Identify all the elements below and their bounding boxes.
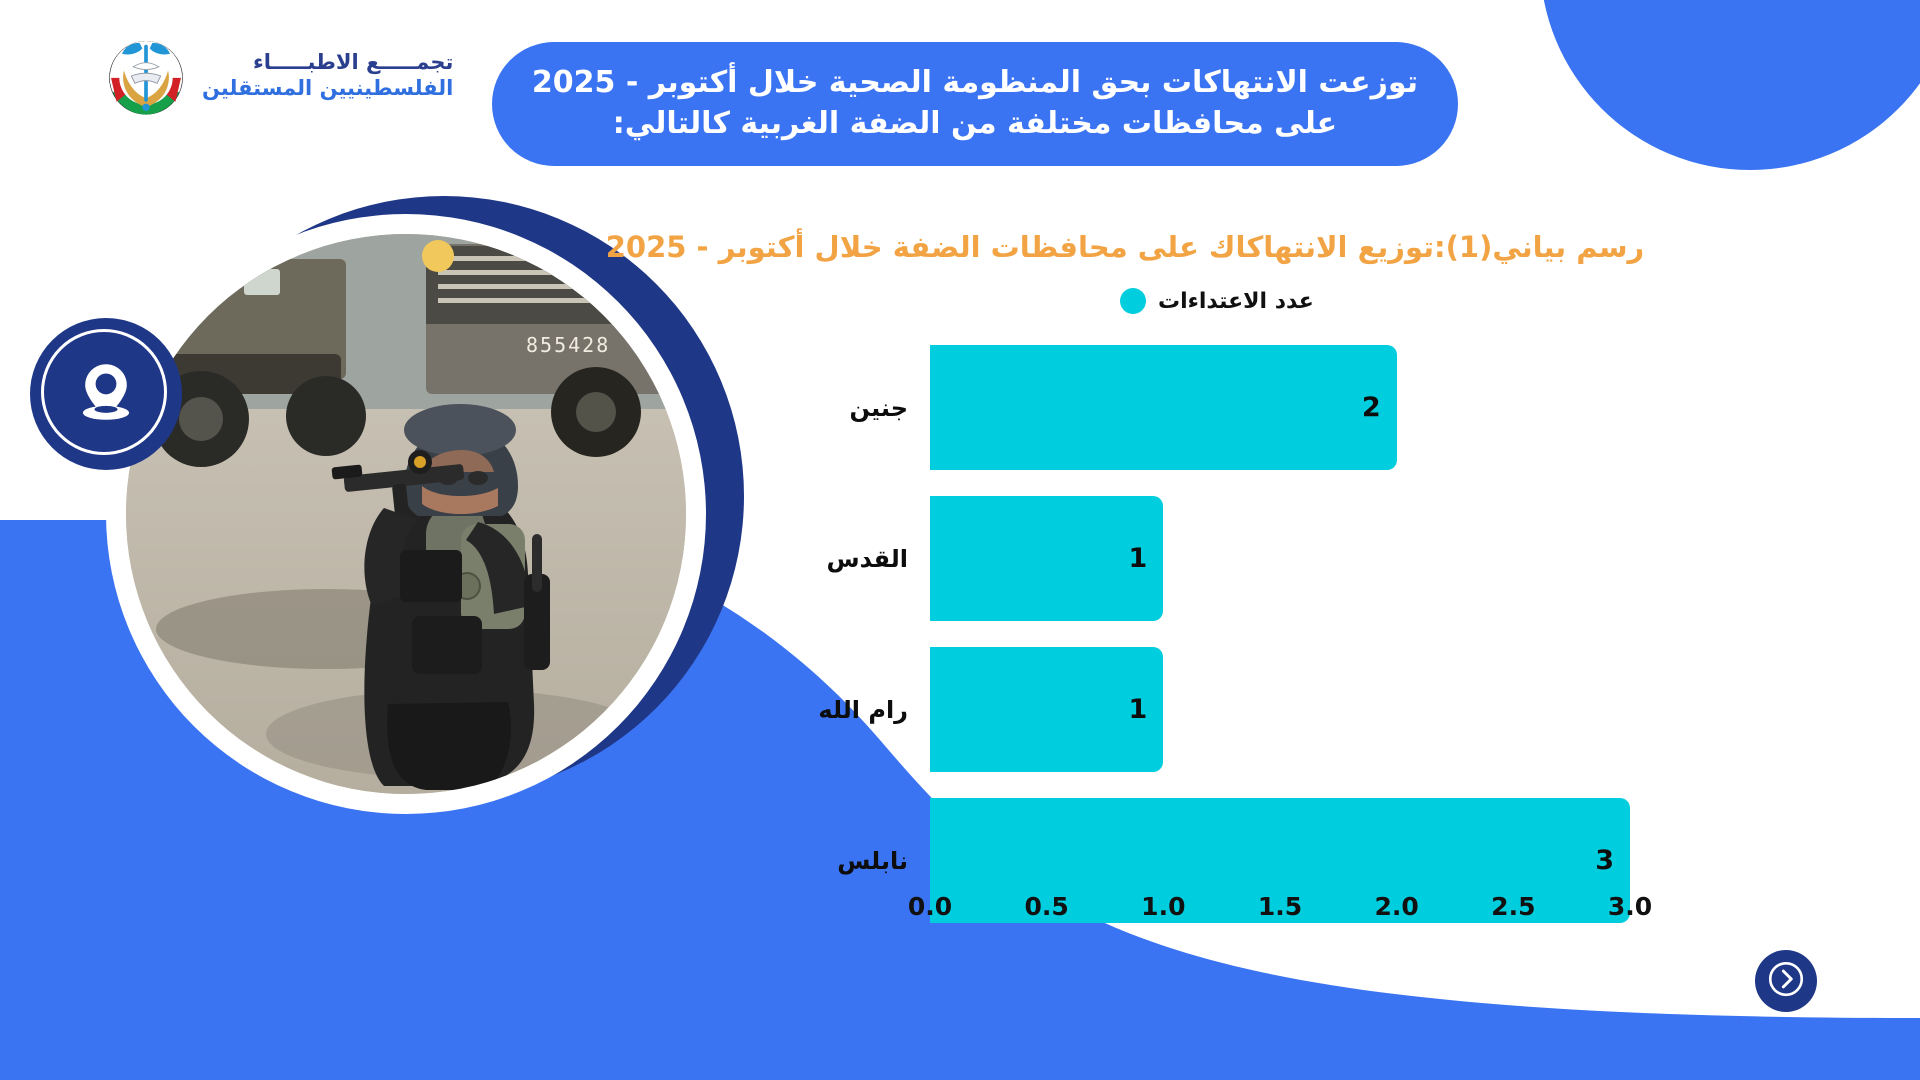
headline-banner: توزعت الانتهاكات بحق المنظومة الصحية خلا… [492, 42, 1458, 166]
x-axis-line [930, 876, 1630, 880]
x-tick-label: 2.5 [1491, 892, 1536, 921]
category-label: نابلس [837, 846, 908, 875]
bar-row: 3 نابلس [837, 798, 1630, 923]
bar-value-label: 1 [1128, 543, 1148, 574]
bar-value-label: 1 [1128, 694, 1148, 725]
next-slide-button[interactable] [1755, 950, 1817, 1012]
bar-نابلس[interactable]: 3 نابلس [837, 798, 1630, 923]
category-label: القدس [826, 544, 909, 573]
bar-row: 2 جنين [850, 345, 1630, 470]
x-axis-ticks: 0.0 0.5 1.0 1.5 2.0 2.5 3.0 [908, 892, 1652, 926]
decor-circle-top-right [1540, 0, 1920, 170]
bar-القدس[interactable]: 1 القدس [827, 496, 1164, 621]
brand-logo: تجمـــــع الاطبـــــاء الفلسطينيين المست… [100, 30, 453, 122]
x-tick-label: 2.0 [1374, 892, 1419, 921]
location-badge [30, 318, 182, 470]
x-tick-label: 3.0 [1607, 892, 1653, 921]
photo-image: 855428 [126, 234, 686, 794]
bar-value-label: 3 [1595, 845, 1614, 876]
bar-chart-plot: 2 جنين 1 القدس 1 رام الله 3 نابلس 0.0 0.5 1.0 1.5 2… [818, 345, 1652, 940]
x-tick-label: 0.0 [907, 892, 953, 921]
photo-medallion: 855428 [44, 196, 744, 836]
headline-line2: على محافظات مختلفة من الضفة الغربية كالت… [612, 106, 1338, 141]
x-tick-label: 1.5 [1257, 892, 1303, 921]
brand-name: تجمـــــع الاطبـــــاء الفلسطينيين المست… [202, 50, 453, 101]
chevron-right-icon [1765, 958, 1807, 1004]
svg-text:855428: 855428 [526, 333, 610, 357]
bar-rows: 2 جنين 1 القدس 1 رام الله 3 نابلس [818, 345, 1630, 940]
decor-strip-bottom [0, 1018, 1920, 1080]
chart-legend: عدد الاعتداءات [1120, 288, 1314, 314]
bar-value-label: 2 [1361, 392, 1381, 423]
category-label: جنين [849, 393, 909, 422]
category-label: رام الله [818, 695, 908, 724]
chart-title: رسم بياني(1):توزيع الانتهاكاك على محافظا… [605, 230, 1645, 264]
brand-name-line1: تجمـــــع الاطبـــــاء [253, 50, 454, 75]
bar-جنين[interactable]: 2 جنين [850, 345, 1397, 470]
legend-marker-icon [1120, 288, 1146, 314]
badge-ring [41, 329, 167, 455]
bar-رام الله[interactable]: 1 رام الله [818, 647, 1164, 772]
headline-line1: توزعت الانتهاكات بحق المنظومة الصحية خلا… [531, 64, 1418, 100]
bar-row: 1 رام الله [818, 647, 1630, 772]
x-tick-label: 1.0 [1141, 892, 1186, 921]
x-tick-label: 0.5 [1024, 892, 1069, 921]
brand-name-line2: الفلسطينيين المستقلين [202, 76, 454, 100]
bar-row: 1 القدس [827, 496, 1630, 621]
caduceus-handshake-emblem-icon [100, 30, 192, 122]
legend-entry-label: عدد الاعتداءات [1158, 288, 1314, 314]
